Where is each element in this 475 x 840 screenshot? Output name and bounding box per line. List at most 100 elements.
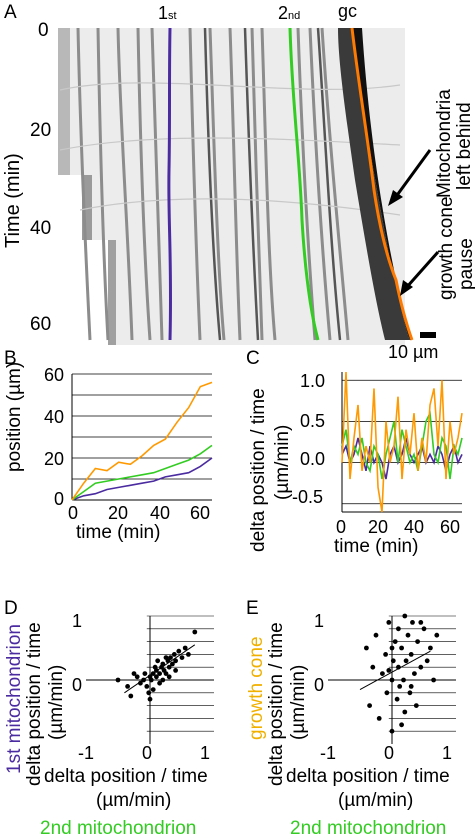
- chart-e-point: [415, 639, 420, 644]
- chart-b-series-2: [71, 381, 213, 501]
- chart-d-point: [157, 671, 162, 676]
- chart-e-point: [402, 709, 408, 715]
- panel-b-letter: B: [4, 348, 17, 369]
- panel-c-ylabel-1: delta position / time: [248, 388, 269, 552]
- kymograph-image: [58, 27, 440, 345]
- scale-bar: [420, 332, 436, 338]
- scatter-first-vs-second: [86, 615, 214, 744]
- panel-c-xlabel: time (min): [334, 536, 419, 557]
- chart-d-point: [163, 671, 169, 676]
- chart-position-vs-time: [71, 373, 213, 501]
- chart-d-point: [115, 677, 121, 683]
- chart-d-point: [131, 671, 137, 676]
- chart-d-point: [142, 671, 148, 676]
- chart-e-point: [418, 620, 424, 625]
- panel-c-ytick-0: 0.0: [300, 449, 326, 469]
- chart-e-point: [428, 645, 433, 651]
- panel-b-xtick-0: 0: [68, 503, 79, 523]
- chart-d-point: [150, 687, 156, 692]
- chart-c-series-0: [341, 437, 463, 480]
- panel-a-ytick-20: 20: [30, 120, 52, 141]
- panel-e-letter: E: [246, 598, 259, 619]
- panel-e-xlabel-colored: 2nd mitochondrion: [290, 818, 447, 839]
- annotation-gc-1: growth cone: [436, 196, 457, 300]
- panel-b-ytick-40: 40: [44, 407, 65, 427]
- chart-d-point: [166, 674, 172, 680]
- chart-d-point: [157, 680, 162, 686]
- panel-e-ylabel-1: delta position / time: [266, 622, 287, 786]
- panel-a-ytick-60: 60: [30, 314, 52, 335]
- panel-d-xlabel-colored: 2nd mitochondrion: [40, 818, 197, 839]
- chart-e-point: [384, 690, 390, 696]
- panel-d-xlabel-1: delta position / time: [44, 766, 208, 787]
- chart-d-point: [148, 677, 154, 683]
- panel-e-xtick-0: 0: [384, 743, 395, 763]
- chart-e-point: [364, 645, 369, 651]
- panel-c-ytick-neg05: -0.5: [292, 487, 324, 507]
- chart-d-point: [146, 690, 152, 696]
- chart-c-series-2: [341, 371, 463, 513]
- panel-e-ytick-0: 0: [314, 675, 325, 695]
- track-label-second: 2nd: [278, 3, 301, 23]
- chart-d-point: [173, 658, 178, 664]
- chart-e-point: [431, 677, 436, 683]
- chart-e-point: [403, 658, 409, 664]
- panel-c-ytick-05: 0.5: [300, 411, 326, 431]
- track-label-first: 1st: [158, 3, 177, 23]
- panel-d-xlabel-2: (µm/min): [96, 790, 172, 811]
- chart-e-point: [380, 671, 385, 676]
- chart-e-point: [370, 664, 376, 670]
- chart-e-point: [399, 645, 404, 651]
- annotation-mito-1: Mitochondria: [434, 89, 455, 198]
- panel-e-ylabel-2: (µm/min): [288, 664, 309, 740]
- annotation-gc-2: pause: [456, 238, 475, 290]
- chart-e-point: [367, 703, 372, 708]
- panel-c-xtick-60: 60: [440, 517, 461, 537]
- chart-d-point: [155, 658, 161, 664]
- panel-b-xtick-60: 60: [190, 503, 211, 523]
- scatter-gc-vs-second: [328, 613, 456, 744]
- panel-d-ytick-0: 0: [72, 675, 83, 695]
- chart-e-point: [401, 677, 406, 683]
- chart-e-point: [389, 677, 395, 683]
- panel-d-xtick-0: 0: [142, 743, 153, 763]
- chart-d-point: [173, 668, 178, 673]
- chart-d-point: [144, 684, 150, 689]
- second-mito-track: [288, 27, 320, 341]
- panel-b-ytick-60: 60: [44, 365, 65, 385]
- panel-c-ytick-1: 1.0: [300, 371, 326, 391]
- panel-d-ytick-1: 1: [72, 611, 83, 631]
- panel-c-xtick-0: 0: [336, 517, 347, 537]
- chart-d-point: [170, 661, 175, 667]
- chart-e-point: [392, 639, 398, 644]
- chart-d-point: [163, 655, 169, 660]
- chart-e-point: [402, 613, 408, 619]
- chart-e-point: [412, 671, 417, 676]
- chart-e-point: [424, 658, 430, 664]
- chart-e-point: [386, 668, 392, 673]
- panel-a-letter: A: [4, 2, 17, 23]
- chart-d-point: [134, 674, 140, 680]
- panel-c-xtick-20: 20: [368, 517, 389, 537]
- panel-c-ylabel-2: (µm/min): [272, 424, 293, 500]
- chart-d-point: [176, 648, 182, 654]
- panel-b-ytick-0: 0: [54, 489, 65, 509]
- chart-e-point: [386, 620, 392, 625]
- panel-e-xlabel-2: (µm/min): [338, 790, 414, 811]
- chart-d-point: [179, 655, 185, 660]
- chart-e-point: [408, 652, 414, 657]
- chart-d-point: [154, 674, 159, 680]
- chart-d-point: [125, 684, 130, 689]
- chart-e-point: [405, 632, 411, 638]
- panel-a-ytick-40: 40: [30, 218, 52, 239]
- chart-e-point: [418, 664, 424, 670]
- first-mito-track: [167, 27, 173, 341]
- chart-b-series-0: [71, 457, 213, 501]
- chart-e-point: [408, 684, 414, 689]
- chart-e-point: [373, 632, 379, 638]
- chart-e-point: [396, 626, 401, 632]
- panel-a-ytick-0: 0: [38, 20, 49, 41]
- chart-d-point: [160, 677, 166, 683]
- chart-velocity-vs-time: [341, 371, 463, 513]
- chart-e-point: [397, 684, 403, 689]
